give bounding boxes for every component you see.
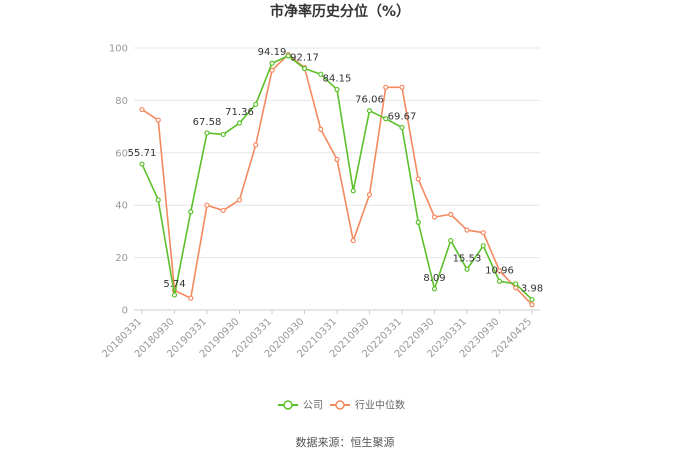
industry-median-data-point xyxy=(334,156,340,162)
data-label: 76.06 xyxy=(355,95,384,106)
industry-median-data-point xyxy=(236,197,243,203)
company-data-point xyxy=(220,131,226,138)
industry-median-data-point xyxy=(464,227,470,233)
company-data-point xyxy=(399,124,405,131)
data-label: 5.74 xyxy=(163,279,185,290)
company-data-point xyxy=(334,86,340,93)
data-label: 10.96 xyxy=(485,265,514,276)
industry-median-data-point xyxy=(415,176,421,182)
industry-median-data-point xyxy=(253,142,259,148)
data-label: 55.71 xyxy=(128,148,157,159)
industry-median-data-point xyxy=(155,117,161,123)
company-data-point xyxy=(236,120,243,126)
industry-median-data-point xyxy=(220,207,226,214)
company-data-point xyxy=(139,161,145,167)
legend-marker xyxy=(283,400,293,410)
y-tick-label: 0 xyxy=(122,306,128,317)
chart-title: 市净率历史分位（%） xyxy=(270,3,410,20)
company-data-point xyxy=(366,108,373,114)
y-tick-label: 20 xyxy=(115,253,128,264)
company-data-point xyxy=(350,188,356,194)
company-data-point xyxy=(415,219,421,225)
company-data-point xyxy=(171,292,178,298)
industry-median-data-point xyxy=(399,84,405,90)
company-data-point xyxy=(269,60,275,66)
data-label: 84.15 xyxy=(323,74,352,85)
company-data-point xyxy=(301,65,308,72)
data-label: 92.17 xyxy=(290,53,319,64)
legend[interactable]: 公司 行业中位数 xyxy=(278,399,405,412)
data-label: 69.67 xyxy=(388,111,417,122)
company-data-point xyxy=(155,197,161,203)
industry-median-data-point xyxy=(480,230,486,236)
industry-median-data-point xyxy=(366,192,373,198)
company-data-point xyxy=(383,116,389,122)
company-data-point xyxy=(188,209,194,215)
industry-median-data-point xyxy=(139,106,145,113)
company-data-point xyxy=(318,71,324,77)
data-label: 15.53 xyxy=(453,253,482,264)
data-label: 94.19 xyxy=(258,47,287,58)
legend-item-company[interactable]: 公司 xyxy=(278,400,323,412)
y-tick-label: 40 xyxy=(115,201,128,212)
company-data-point xyxy=(204,130,210,136)
legend-label: 公司 xyxy=(303,401,323,412)
industry-median-data-point xyxy=(350,237,356,244)
industry-median-data-point xyxy=(448,211,454,217)
data-label: 67.58 xyxy=(193,117,222,128)
data-source-note: 数据来源：恒生聚源 xyxy=(296,435,395,449)
data-label: 8.09 xyxy=(423,273,445,284)
legend-item-industry-median[interactable]: 行业中位数 xyxy=(330,399,405,412)
industry-median-data-point xyxy=(188,295,194,301)
y-tick-label: 80 xyxy=(115,96,128,107)
company-data-point xyxy=(513,281,519,287)
company-data-point xyxy=(431,286,438,292)
legend-marker xyxy=(335,400,345,410)
legend-label: 行业中位数 xyxy=(355,399,405,412)
industry-median-data-point xyxy=(496,268,503,274)
series-lines xyxy=(139,51,535,308)
company-data-point xyxy=(464,266,470,272)
company-data-point xyxy=(285,53,291,59)
company-data-point xyxy=(448,237,454,244)
grid-lines xyxy=(134,47,540,259)
company-data-point xyxy=(529,296,535,303)
y-tick-label: 60 xyxy=(115,148,128,159)
y-tick-label: 100 xyxy=(109,44,128,55)
industry-median-data-point xyxy=(529,302,535,308)
data-label: 3.98 xyxy=(521,284,543,295)
industry-median-data-point xyxy=(383,84,389,90)
industry-median-data-point xyxy=(318,126,324,132)
company-data-point xyxy=(253,101,259,107)
company-data-point xyxy=(480,243,486,249)
company-data-point xyxy=(496,278,503,284)
data-label: 71.36 xyxy=(225,107,254,118)
industry-median-data-point xyxy=(431,214,438,220)
industry-median-data-point xyxy=(204,202,210,208)
